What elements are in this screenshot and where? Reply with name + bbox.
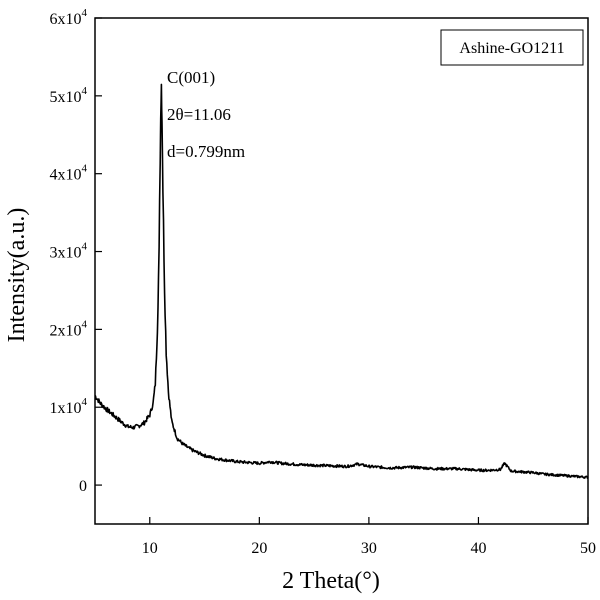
y-tick-label: 4x104 (50, 163, 88, 184)
legend-entry: Ashine-GO1211 (459, 40, 564, 57)
x-tick-label: 40 (470, 540, 486, 557)
annotation-two-theta: 2θ=11.06 (167, 105, 231, 124)
y-tick-label: 1x104 (50, 396, 88, 417)
x-axis-ticks: 10 20 30 40 50 (142, 517, 596, 557)
x-tick-label: 50 (580, 540, 596, 557)
x-tick-label: 20 (251, 540, 267, 557)
series-line (94, 83, 589, 480)
plot-content (94, 83, 589, 480)
x-tick-label: 30 (361, 540, 377, 557)
legend: Ashine-GO1211 (440, 29, 584, 66)
annotation-d-spacing: d=0.799nm (167, 142, 245, 161)
peak-annotation: C(001) 2θ=11.06 d=0.799nm (167, 68, 245, 161)
y-axis-title: Intensity(a.u.) (4, 208, 30, 343)
x-tick-label: 10 (142, 540, 158, 557)
legend-box (440, 29, 584, 66)
y-tick-label: 3x104 (50, 241, 88, 262)
y-tick-label: 2x104 (50, 318, 88, 339)
x-axis-title: 2 Theta(°) (282, 568, 380, 594)
plot-frame (94, 17, 589, 525)
y-tick-label: 5x104 (50, 85, 88, 106)
annotation-plane: C(001) (167, 68, 215, 87)
y-tick-label: 6x104 (50, 7, 88, 28)
y-axis-ticks: 0 1x104 2x104 3x104 4x104 5x104 6x104 (50, 7, 102, 495)
y-tick-label: 0 (79, 478, 87, 495)
